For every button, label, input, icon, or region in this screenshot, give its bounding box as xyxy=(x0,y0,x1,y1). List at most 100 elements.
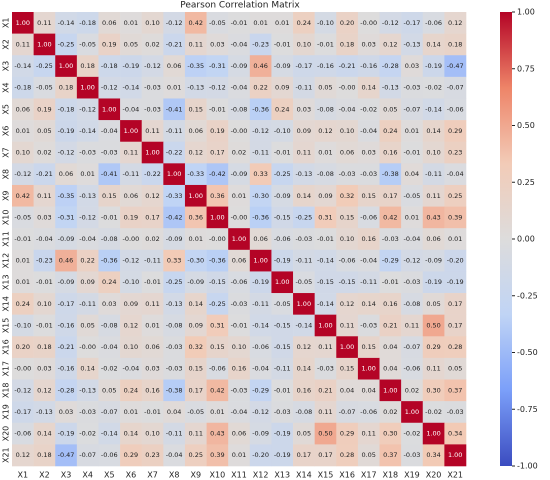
heatmap-cell xyxy=(55,228,78,251)
heatmap-cell xyxy=(184,12,207,34)
heatmap-cell xyxy=(293,293,315,315)
heatmap-cell xyxy=(357,76,380,99)
cell-label: -0.10 xyxy=(317,19,334,27)
heatmap-cell xyxy=(184,271,207,294)
heatmap-cell xyxy=(206,357,229,380)
heatmap-cell xyxy=(249,206,272,229)
cell-label: -0.11 xyxy=(252,300,269,308)
heatmap-cell xyxy=(12,141,34,164)
heatmap-cell xyxy=(271,55,294,78)
cell-label: -0.14 xyxy=(14,62,31,70)
colorbar-tick-label: 0.25 xyxy=(517,178,535,187)
cell-label: -0.01 xyxy=(231,19,248,27)
y-tick-label: X1 xyxy=(2,18,11,29)
cell-label: 0.22 xyxy=(253,84,267,92)
cell-label: -0.17 xyxy=(14,408,31,416)
cell-label: 0.11 xyxy=(405,321,419,329)
heatmap-cell xyxy=(314,314,337,337)
cell-label: 0.25 xyxy=(448,192,462,200)
cell-label: -0.41 xyxy=(101,170,118,178)
heatmap-cell xyxy=(163,444,186,467)
colorbar-tick-label: -0.25 xyxy=(517,291,538,300)
heatmap-cell xyxy=(163,422,186,445)
heatmap-cell xyxy=(314,206,337,229)
cell-label: 0.06 xyxy=(124,192,138,200)
heatmap-cell xyxy=(401,293,424,315)
heatmap-cell xyxy=(336,228,359,251)
cell-label: 0.10 xyxy=(124,343,138,351)
cell-label: -0.33 xyxy=(166,192,183,200)
y-tick-label: X20 xyxy=(2,426,11,442)
heatmap-cell xyxy=(76,357,99,380)
heatmap-cell xyxy=(33,379,56,402)
heatmap-cell xyxy=(379,33,402,56)
heatmap-cell xyxy=(141,249,164,272)
cell-label: -0.03 xyxy=(360,170,377,178)
x-tick-label: X16 xyxy=(339,471,355,480)
heatmap-cell xyxy=(293,271,315,294)
cell-label: 0.19 xyxy=(102,40,116,48)
cell-label: -0.04 xyxy=(404,235,421,243)
heatmap-cell xyxy=(314,228,337,251)
heatmap-cell xyxy=(293,401,315,424)
cell-label: -0.03 xyxy=(79,408,96,416)
cell-label: 0.16 xyxy=(232,365,246,373)
cell-label: 0.09 xyxy=(124,300,138,308)
heatmap-cell xyxy=(76,336,99,359)
cell-label: 0.06 xyxy=(16,105,30,113)
cell-label: -0.07 xyxy=(404,343,421,351)
heatmap-cell xyxy=(206,422,229,445)
heatmap-cell xyxy=(379,206,402,229)
heatmap-cell xyxy=(184,98,207,121)
heatmap-cell xyxy=(249,401,272,424)
heatmap-cell xyxy=(55,163,78,186)
cell-label: -0.13 xyxy=(382,84,399,92)
heatmap-cell xyxy=(206,206,229,229)
cell-label: -0.25 xyxy=(36,62,53,70)
cell-label: -0.16 xyxy=(360,62,377,70)
heatmap-cell xyxy=(33,98,56,121)
cell-label: 0.14 xyxy=(361,84,375,92)
cell-label: 0.09 xyxy=(189,321,203,329)
heatmap-cell xyxy=(293,249,315,272)
cell-label: 0.01 xyxy=(210,408,224,416)
cell-label: -0.06 xyxy=(360,408,377,416)
cell-label: 0.01 xyxy=(124,19,138,27)
cell-label: -0.10 xyxy=(122,278,139,286)
heatmap-cell xyxy=(12,314,34,337)
cell-label: -0.15 xyxy=(317,278,334,286)
heatmap-cell xyxy=(163,336,186,359)
cell-label: 0.02 xyxy=(37,149,51,157)
heatmap-cell xyxy=(12,206,34,229)
heatmap-cell xyxy=(444,357,467,380)
heatmap-cell xyxy=(55,98,78,121)
cell-label: -0.18 xyxy=(58,105,75,113)
cell-label: 0.14 xyxy=(426,40,440,48)
heatmap-cell xyxy=(293,55,315,78)
cell-label: -0.22 xyxy=(144,170,161,178)
cell-label: 0.11 xyxy=(189,430,203,438)
heatmap-cell xyxy=(33,76,56,99)
cell-label: 0.01 xyxy=(405,127,419,135)
heatmap-cell xyxy=(120,357,143,380)
heatmap-cell xyxy=(336,444,359,467)
heatmap-cell xyxy=(55,12,78,34)
cell-label: -0.09 xyxy=(252,430,269,438)
cell-label: 0.39 xyxy=(448,213,462,221)
heatmap-cell xyxy=(12,55,34,78)
cell-label: 0.01 xyxy=(80,170,94,178)
heatmap-cell xyxy=(228,76,251,99)
cell-label: -0.19 xyxy=(425,62,442,70)
cell-label: 0.16 xyxy=(297,386,311,394)
heatmap-cell xyxy=(228,12,251,34)
cell-label: 0.33 xyxy=(253,170,267,178)
cell-label: 0.25 xyxy=(189,451,203,459)
cell-label: -0.31 xyxy=(209,62,226,70)
heatmap-cell xyxy=(184,228,207,251)
cell-label: -0.06 xyxy=(360,213,377,221)
cell-label: -0.08 xyxy=(101,235,118,243)
cell-label: -0.05 xyxy=(209,19,226,27)
cell-label: -0.19 xyxy=(252,278,269,286)
cell-label: 0.36 xyxy=(210,192,224,200)
cell-label: -0.11 xyxy=(360,278,377,286)
